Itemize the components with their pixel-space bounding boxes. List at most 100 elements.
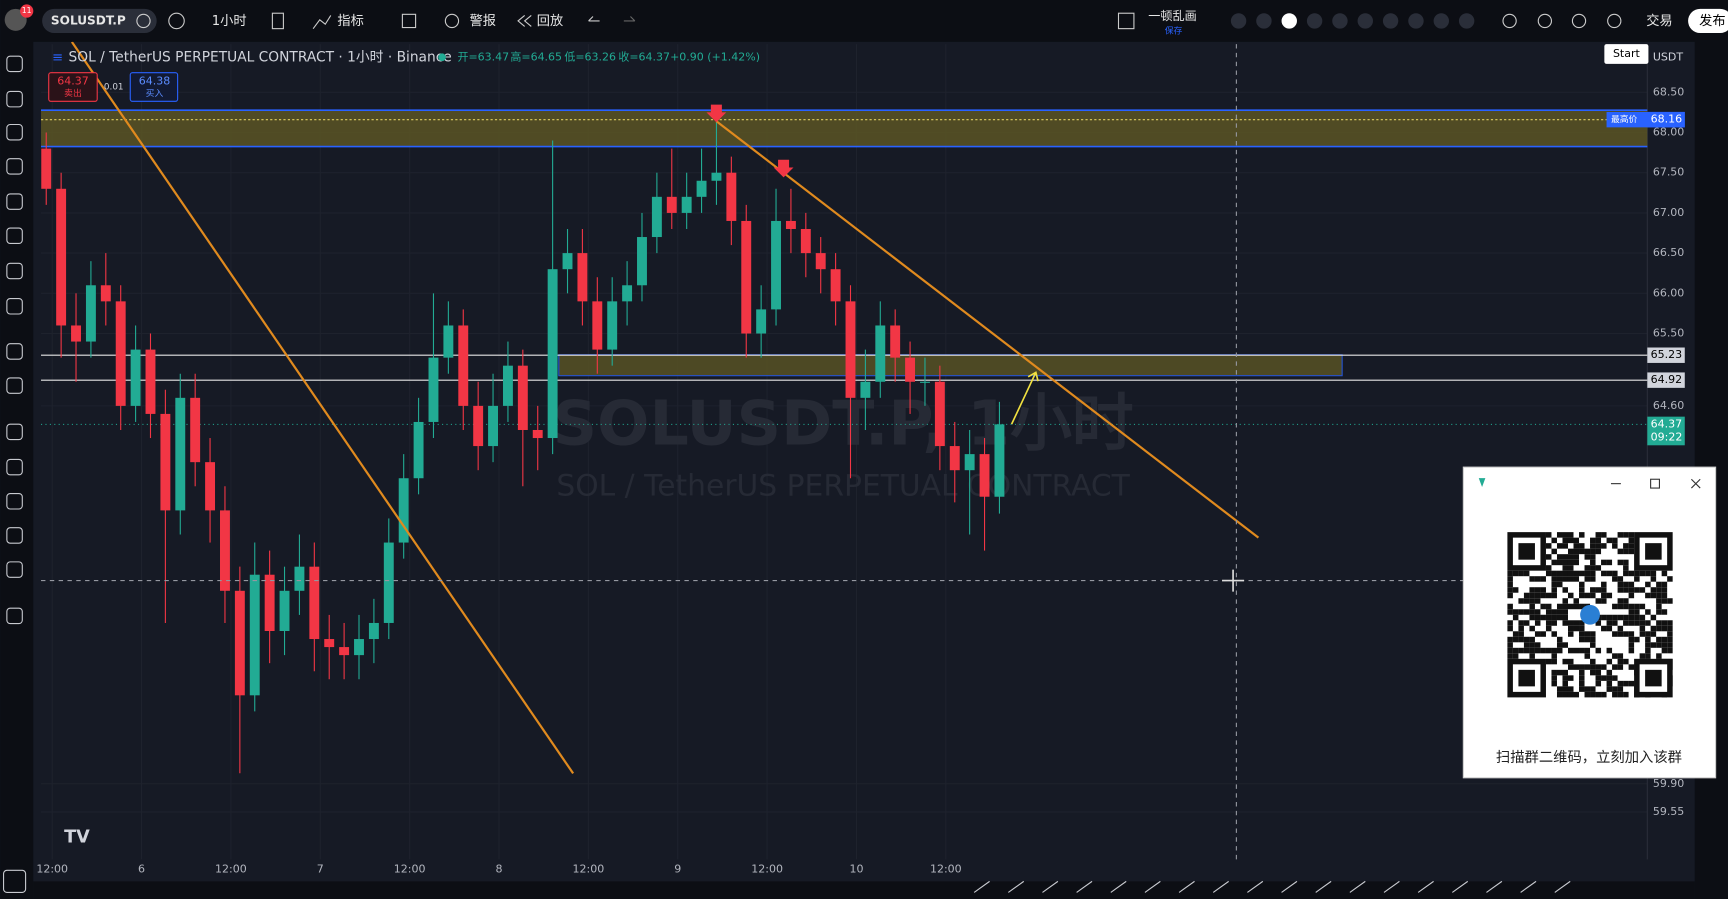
buy-price[interactable]: 64.38 (139, 75, 171, 88)
symbol[interactable]: SOLUSDT.P (51, 13, 126, 27)
publish[interactable]: 发布 (1699, 13, 1725, 29)
start-label[interactable]: Start (1613, 47, 1641, 60)
sell-price[interactable]: 64.37 (57, 75, 89, 88)
alerts[interactable]: 警报 (470, 13, 496, 29)
toolbar-icon[interactable] (1571, 13, 1587, 29)
sell-button[interactable] (48, 72, 98, 102)
legend-menu[interactable]: ≡ (52, 50, 63, 65)
symbol-menu-icon[interactable] (136, 13, 151, 29)
x-tick-label: 12:00 (215, 862, 247, 875)
bottom-tool[interactable] (1076, 880, 1093, 893)
qr-cell (1512, 631, 1519, 637)
tool-icon[interactable] (6, 343, 23, 360)
chart-type-icon[interactable] (271, 12, 284, 30)
qr-cell (1584, 570, 1591, 577)
bottom-tool[interactable] (1417, 880, 1434, 893)
redo[interactable] (623, 16, 636, 22)
tool-icon[interactable] (6, 227, 23, 245)
qr-cell (1623, 548, 1629, 555)
bottom-tool[interactable] (1247, 880, 1264, 893)
close[interactable] (1690, 478, 1701, 489)
bottom-tool[interactable] (1520, 880, 1537, 893)
buy-label[interactable]: 买入 (146, 88, 164, 99)
tool-icon[interactable] (6, 90, 23, 108)
tool-icon[interactable] (6, 193, 23, 210)
buy-button[interactable] (129, 72, 179, 102)
toolbar-icon[interactable] (1230, 13, 1247, 29)
bottom-tool[interactable] (1486, 880, 1503, 893)
qr-cell (1529, 603, 1535, 610)
qr-cell (1551, 592, 1557, 599)
qr-cell (1645, 570, 1651, 577)
alert-icon[interactable] (444, 13, 460, 29)
qr-cell (1551, 620, 1557, 626)
toolbar-icon[interactable] (1382, 13, 1399, 29)
bottom-tool[interactable] (1110, 880, 1127, 893)
toolbar-icon[interactable] (1306, 13, 1323, 29)
toolbar-icon[interactable] (1458, 13, 1475, 29)
interval[interactable]: 1小时 (212, 13, 247, 29)
toolbar-icon[interactable] (1256, 13, 1272, 29)
toolbar-icon[interactable] (1332, 13, 1348, 29)
bottom-tool[interactable] (1144, 880, 1161, 893)
toolbar-icon[interactable] (1408, 13, 1424, 29)
replay-icon[interactable] (517, 15, 532, 27)
tool-icon[interactable] (6, 158, 23, 175)
undo[interactable] (588, 16, 600, 22)
qr-cell (1628, 543, 1635, 549)
qr-cell (1545, 609, 1552, 615)
tool-icon[interactable] (6, 423, 23, 441)
trade[interactable]: 交易 (1646, 12, 1672, 29)
bottom-tool[interactable] (973, 880, 990, 893)
tool-icon[interactable] (6, 527, 23, 544)
layout-icon[interactable] (401, 13, 417, 29)
maximize[interactable] (1650, 478, 1660, 489)
bottom-tool[interactable] (1451, 880, 1469, 893)
tool-icon[interactable] (6, 607, 23, 625)
bottom-tool[interactable] (1212, 880, 1229, 893)
tool-icon[interactable] (6, 561, 23, 578)
qr-cell (1601, 598, 1607, 604)
toolbar-icon[interactable] (1433, 13, 1450, 29)
bottom-tool[interactable] (1042, 880, 1059, 893)
toolbar-icon[interactable] (1537, 13, 1553, 29)
add-symbol[interactable] (168, 12, 185, 30)
bottom-tool[interactable] (1008, 880, 1025, 893)
currency[interactable]: USDT (1653, 50, 1684, 63)
qr-cell (1628, 581, 1635, 588)
publish-button[interactable] (1688, 8, 1728, 34)
indicators[interactable]: 指标 (337, 13, 363, 29)
tool-icon[interactable] (6, 458, 23, 476)
bottom-tool[interactable] (1315, 880, 1332, 893)
toolbar-icon[interactable] (1357, 13, 1373, 29)
qr-cell (1562, 532, 1568, 538)
tool-icon[interactable] (6, 123, 23, 141)
bottom-tool[interactable] (1281, 880, 1298, 893)
toolbar-icon[interactable] (1607, 13, 1622, 29)
bottom-tool[interactable] (1554, 880, 1571, 893)
sell-label[interactable]: 卖出 (64, 87, 82, 99)
layout-box[interactable] (1117, 12, 1135, 30)
tool-icon[interactable] (6, 298, 23, 315)
symbol-pill[interactable] (42, 8, 157, 34)
indicator-icon[interactable] (312, 15, 332, 29)
quantity[interactable]: 0.01 (104, 83, 124, 93)
tool-icon[interactable] (6, 262, 23, 280)
tool-icon[interactable] (6, 377, 23, 394)
qr-cell (1623, 603, 1629, 610)
tool-icon[interactable] (6, 493, 23, 510)
layout-name[interactable]: 一顿乱画 (1148, 9, 1196, 23)
qr-cell (1556, 554, 1563, 560)
tool-icon[interactable] (6, 55, 23, 73)
bottom-tool[interactable] (1349, 880, 1366, 893)
pin-icon[interactable] (1478, 478, 1486, 487)
start-button[interactable] (1604, 44, 1649, 64)
toolbar-icon[interactable] (1502, 13, 1517, 29)
favorite[interactable] (3, 869, 27, 893)
bottom-tool[interactable] (1178, 880, 1195, 893)
qr-cell (1606, 625, 1613, 632)
bottom-tool[interactable] (1383, 880, 1400, 893)
toolbar-icon[interactable] (1281, 13, 1297, 29)
qr-cell (1584, 548, 1591, 555)
replay[interactable]: 回放 (537, 13, 563, 29)
